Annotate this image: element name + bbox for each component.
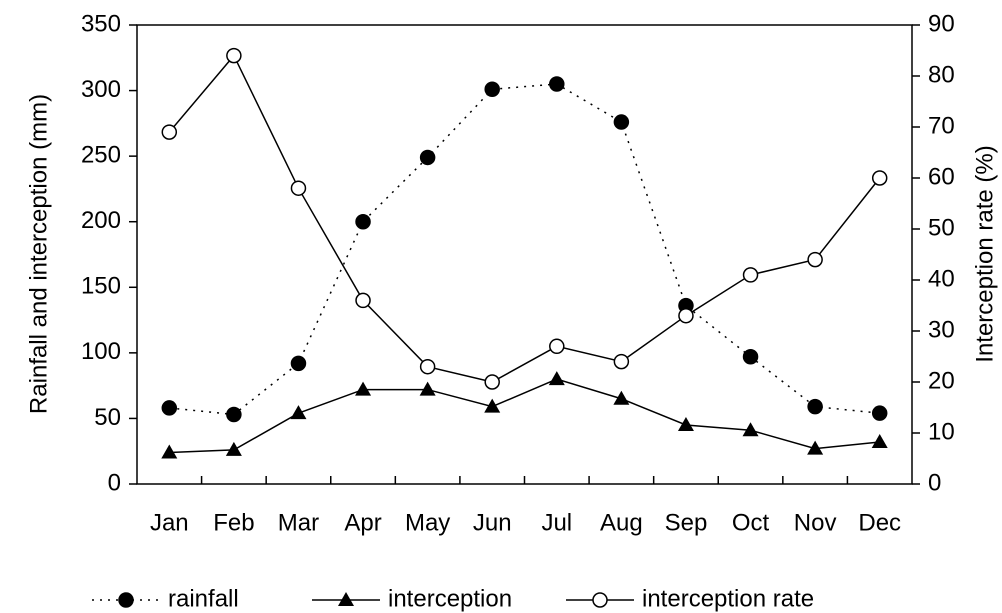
data-point: [355, 381, 372, 396]
y-tick-label: 350: [81, 10, 121, 37]
y2-tick-label: 10: [928, 418, 955, 445]
y2-axis-title: Interception rate (%): [971, 145, 998, 362]
data-point: [613, 390, 630, 405]
data-point: [226, 406, 242, 423]
data-point: [419, 381, 436, 396]
x-tick-label: Oct: [732, 509, 770, 536]
data-point: [161, 124, 178, 140]
data-point: [226, 47, 242, 64]
x-tick-label: Nov: [794, 509, 837, 536]
data-point: [742, 349, 759, 365]
data-point: [419, 358, 436, 375]
data-point: [871, 434, 888, 449]
data-point: [419, 149, 436, 166]
data-point: [807, 251, 823, 268]
y-tick-label: 300: [81, 76, 121, 103]
data-point: [548, 371, 565, 386]
legend-marker: [118, 592, 134, 608]
data-point: [225, 441, 242, 456]
y2-tick-label: 40: [928, 265, 955, 292]
y-tick-label: 250: [81, 141, 121, 168]
data-point: [613, 114, 630, 130]
series-line: [169, 83, 880, 416]
data-point: [290, 405, 307, 420]
data-point: [807, 440, 824, 455]
y2-tick-label: 60: [928, 163, 955, 190]
y-tick-label: 50: [94, 404, 121, 431]
legend-label: rainfall: [168, 585, 239, 612]
data-point: [484, 81, 500, 98]
x-tick-label: Dec: [858, 509, 901, 536]
data-point: [484, 374, 500, 390]
data-point: [290, 355, 307, 372]
legend-label: interception rate: [642, 585, 814, 612]
y2-tick-label: 50: [928, 214, 955, 241]
x-tick-label: May: [405, 509, 450, 536]
legend-marker: [592, 592, 608, 608]
data-point: [742, 267, 759, 283]
legend-label: interception: [388, 585, 512, 612]
x-tick-label: Jun: [473, 509, 512, 536]
data-point: [161, 400, 178, 416]
x-tick-label: Jan: [150, 509, 189, 536]
data-point: [678, 307, 694, 324]
y2-tick-label: 70: [928, 112, 955, 139]
y2-tick-label: 0: [928, 469, 941, 496]
y-axis-title: Rainfall and interception (mm): [25, 94, 52, 414]
series-line: [169, 378, 880, 454]
data-point: [613, 353, 630, 370]
data-point: [484, 398, 501, 413]
x-tick-label: Jul: [541, 509, 572, 536]
x-tick-label: Aug: [600, 509, 643, 536]
y2-tick-label: 20: [928, 367, 955, 394]
data-point: [677, 416, 694, 431]
y-tick-label: 200: [81, 207, 121, 234]
y2-tick-label: 90: [928, 10, 955, 37]
x-tick-label: Feb: [213, 509, 254, 536]
x-tick-label: Apr: [344, 509, 381, 536]
y2-tick-label: 30: [928, 316, 955, 343]
x-tick-label: Sep: [665, 509, 708, 536]
data-point: [161, 444, 178, 459]
data-point: [290, 180, 307, 196]
data-point: [742, 422, 759, 437]
y-tick-label: 0: [108, 469, 121, 496]
data-point: [355, 292, 371, 309]
series-line: [168, 54, 881, 383]
data-point: [871, 170, 888, 186]
data-point: [355, 213, 371, 230]
data-point: [807, 398, 823, 415]
y-tick-label: 150: [81, 273, 121, 300]
x-tick-label: Mar: [278, 509, 319, 536]
y2-tick-label: 80: [928, 61, 955, 88]
legend-marker: [338, 592, 354, 606]
data-point: [549, 76, 565, 92]
y-tick-label: 100: [81, 338, 121, 365]
data-point: [549, 338, 565, 355]
data-point: [871, 405, 888, 421]
